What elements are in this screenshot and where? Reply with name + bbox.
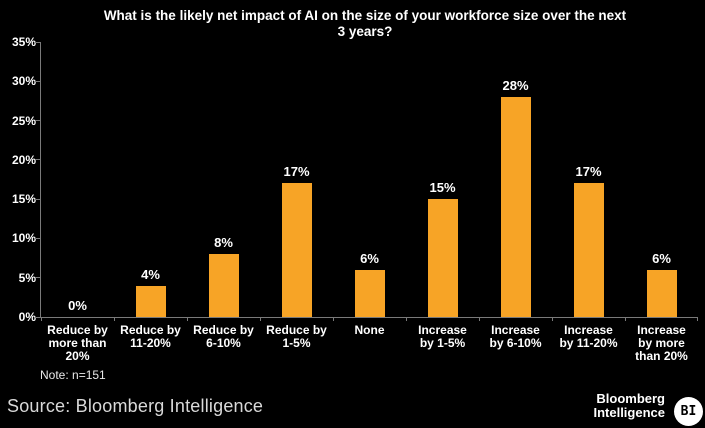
y-axis-tick xyxy=(35,237,40,239)
bar-group: 17% Increase by 11-20% xyxy=(552,42,625,349)
x-axis-tick xyxy=(406,317,407,321)
bar xyxy=(281,183,312,317)
y-axis-tick-label: 20% xyxy=(11,152,36,167)
x-axis-tick xyxy=(187,317,188,321)
y-axis-tick-label: 10% xyxy=(11,231,36,246)
x-axis-category-label: Reduce by 1-5% xyxy=(266,323,327,350)
x-axis-tick xyxy=(114,317,115,321)
plot-area: 0% Reduce by more than 20% 4% Reduce by 11-… xyxy=(35,41,698,363)
bi-badge-icon: BI xyxy=(674,397,703,426)
bar xyxy=(208,254,239,317)
bar xyxy=(500,97,531,317)
chart-title: What is the likely net impact of AI on t… xyxy=(103,8,627,39)
bar-group: 15% Increase by 1-5% xyxy=(406,42,479,349)
bar xyxy=(573,183,604,317)
bar-value-label: 0% xyxy=(68,298,87,313)
x-axis-tick xyxy=(41,317,42,321)
y-axis-tick-label: 0% xyxy=(18,310,36,324)
x-axis-category-label: Reduce by 6-10% xyxy=(193,323,254,350)
y-axis: 0% 5% 10% 15% 20% 25% 30% 35% xyxy=(0,35,36,324)
y-axis-tick-label: 30% xyxy=(11,74,36,89)
x-axis-tick xyxy=(625,317,626,321)
x-axis-category-label: Increase by 6-10% xyxy=(489,323,542,350)
bar xyxy=(135,285,166,317)
bar-group: 6% None xyxy=(333,42,406,337)
y-axis-tick xyxy=(35,316,40,318)
x-axis-tick xyxy=(552,317,553,321)
bloomberg-logo-line1: Bloomberg xyxy=(596,391,665,406)
y-axis-tick xyxy=(35,159,40,161)
x-axis-category-label: Increase by 11-20% xyxy=(559,323,618,350)
bar xyxy=(646,269,677,317)
y-axis-tick xyxy=(35,198,40,200)
y-axis-tick-label: 15% xyxy=(11,192,36,207)
source-text: Source: Bloomberg Intelligence xyxy=(7,396,264,416)
x-axis-category-label: Reduce by more than 20% xyxy=(47,323,108,363)
bar-value-label: 8% xyxy=(214,235,233,251)
y-axis-tick-label: 25% xyxy=(11,113,36,128)
y-axis-tick-label: 35% xyxy=(11,35,36,49)
bar-value-label: 17% xyxy=(283,164,310,180)
x-axis-category-label: None xyxy=(354,323,385,337)
bar-group: 4% Reduce by 11-20% xyxy=(114,42,187,350)
x-axis-category-label: Reduce by 11-20% xyxy=(120,323,181,350)
x-axis-tick xyxy=(479,317,480,321)
y-axis-tick-label: 5% xyxy=(18,270,36,285)
x-axis-category-label: Increase by 1-5% xyxy=(418,323,467,350)
bloomberg-logo-text: Bloomberg Intelligence xyxy=(593,392,665,420)
bar xyxy=(427,199,458,317)
x-axis-tick xyxy=(333,317,334,321)
note-text: Note: n=151 xyxy=(40,368,106,382)
y-axis-tick xyxy=(35,41,40,43)
bar-group: 0% Reduce by more than 20% xyxy=(41,42,114,363)
y-axis-tick xyxy=(35,120,40,122)
x-axis-tick xyxy=(260,317,261,321)
bar-group: 8% Reduce by 6-10% xyxy=(187,42,260,349)
bar-value-label: 28% xyxy=(502,78,529,93)
bar-group: 17% Reduce by 1-5% xyxy=(260,42,333,349)
bar-value-label: 6% xyxy=(360,250,379,266)
bar-group: 28% Increase by 6-10% xyxy=(479,42,552,350)
y-axis-tick xyxy=(35,277,40,279)
bar-value-label: 15% xyxy=(429,180,456,196)
bloomberg-logo-line2: Intelligence xyxy=(593,405,665,420)
bar-value-label: 17% xyxy=(575,164,602,180)
x-axis-category-label: Increase by more than 20% xyxy=(635,323,688,363)
x-axis-tick xyxy=(697,317,698,321)
bar-value-label: 4% xyxy=(141,266,160,282)
bar xyxy=(354,269,385,317)
bar-value-label: 6% xyxy=(652,250,671,266)
bar-group: 6% Increase by more than 20% xyxy=(625,42,698,363)
y-axis-tick xyxy=(35,80,40,82)
